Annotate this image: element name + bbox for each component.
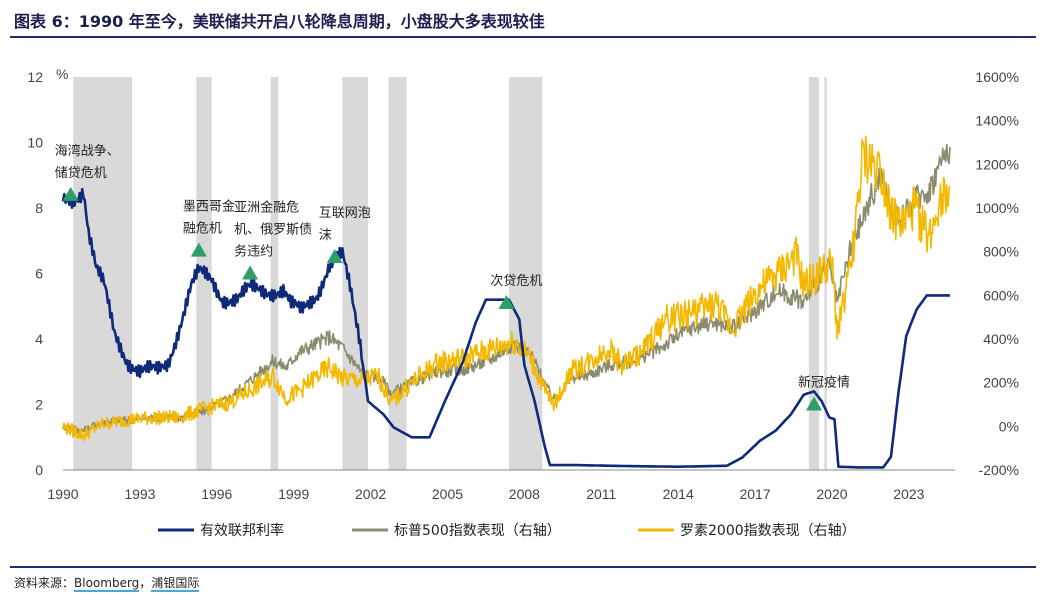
series-line-2 [62,135,951,442]
recession-shade-5 [509,77,543,470]
y-left-tick-4: 8 [35,200,43,216]
x-tick-2: 1996 [201,486,232,502]
y-right-tick-6: 1000% [975,200,1019,216]
y-right-tick-0: -200% [979,462,1019,478]
event-label-2-0: 亚洲金融危 [234,200,299,216]
source-note: 资料来源：Bloomberg，浦银国际 [14,574,200,592]
chart-canvas: 0 2 4 6 8 10 12 -200% 0% 200% 400% 600% 800% 1000% 120… [27,66,1019,539]
x-tick-0: 1990 [47,486,78,502]
y-left-tick-0: 0 [35,462,43,478]
event-marker-1 [190,242,207,257]
source-prefix: 资料来源： [14,576,75,590]
chart-title: 图表 6：1990 年至今，美联储共开启八轮降息周期，小盘股大多表现较佳 [14,12,545,31]
event-label-2-2: 务违约 [234,244,273,260]
y-right-tick-1: 0% [999,418,1019,434]
y-left-tick-5: 10 [27,135,43,151]
x-tick-6: 2008 [509,486,540,502]
y-left-tick-2: 4 [35,331,43,347]
event-marker-2 [242,265,259,280]
y-right-tick-4: 600% [983,287,1019,303]
event-label-1-0: 墨西哥金 [183,199,235,215]
source-separator: ， [139,576,152,590]
y-right-tick-7: 1200% [975,156,1019,172]
event-label-3-0: 互联网泡 [319,206,371,221]
event-label-1-1: 融危机 [183,222,222,237]
legend-label-2: 罗素2000指数表现（右轴） [680,523,856,539]
event-marker-3 [326,249,343,264]
x-tick-5: 2005 [432,486,463,502]
legend-label-0: 有效联邦利率 [200,522,284,539]
x-tick-7: 2011 [586,486,616,502]
x-tick-11: 2023 [893,486,924,502]
recession-shade-2 [270,77,279,470]
x-tick-1: 1993 [124,486,155,502]
x-tick-4: 2002 [355,486,386,502]
x-tick-10: 2020 [816,486,847,502]
event-marker-0 [62,186,79,201]
y-right-tick-5: 800% [983,244,1019,260]
x-tick-8: 2014 [663,486,694,502]
event-label-5-0: 新冠疫情 [798,375,850,391]
y-left-tick-3: 6 [35,266,43,282]
y-right-tick-8: 1400% [975,113,1019,129]
event-marker-4 [498,294,515,309]
event-label-0-0: 海湾战争、 [55,143,120,159]
x-tick-3: 1999 [278,486,309,502]
legend: 有效联邦利率 标普500指数表现（右轴） 罗素2000指数表现（右轴） [158,522,856,539]
y-axis-unit-label: % [56,66,68,82]
event-label-0-1: 储贷危机 [55,166,107,181]
y-right-tick-2: 200% [983,375,1019,391]
axis-ticks-group: 0 2 4 6 8 10 12 -200% 0% 200% 400% 600% 800% 1000% 120… [27,69,1019,502]
legend-label-1: 标普500指数表现（右轴） [394,523,561,539]
source-bloomberg: Bloomberg [74,576,140,592]
event-label-3-1: 沫 [319,228,332,243]
event-marker-5 [806,396,823,411]
event-label-2-1: 机、俄罗斯债 [234,223,312,238]
title-divider [10,36,1036,38]
y-left-tick-1: 2 [35,397,43,413]
x-tick-9: 2017 [739,486,770,502]
recession-shade-4 [388,77,407,470]
source-spdb: 浦银国际 [151,576,200,592]
y-left-tick-6: 12 [27,69,43,85]
y-right-tick-3: 400% [983,331,1019,347]
y-right-tick-9: 1600% [975,69,1019,85]
footer-divider [10,566,1036,568]
event-label-4-0: 次贷危机 [490,273,542,289]
